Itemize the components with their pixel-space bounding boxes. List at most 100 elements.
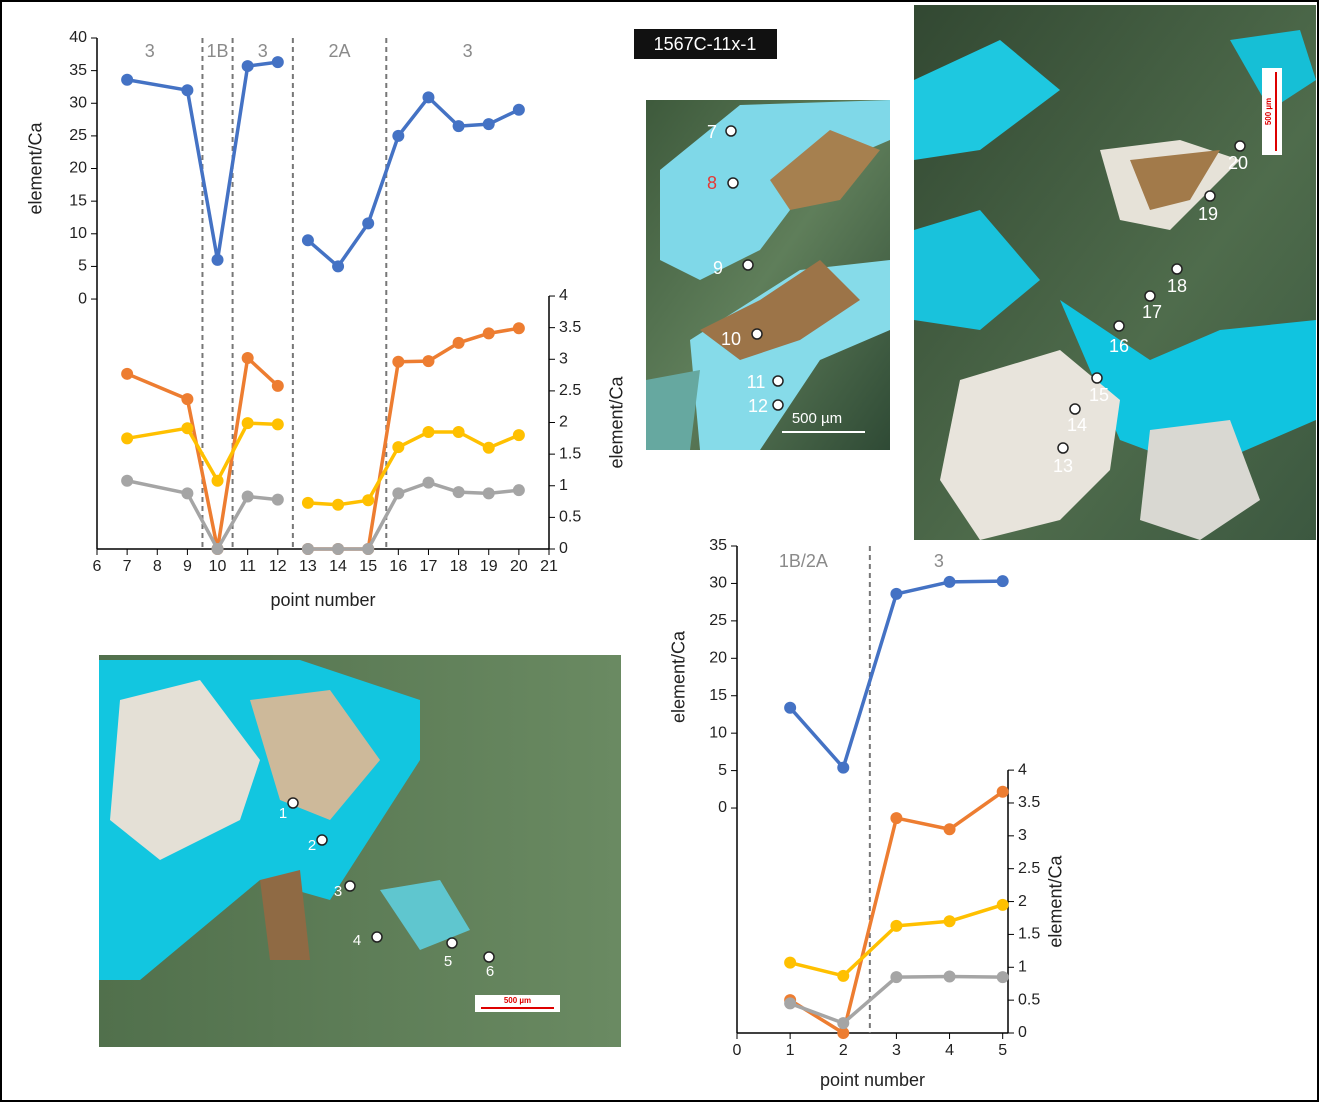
data-point [784,956,797,969]
data-point [121,367,134,380]
data-point [392,441,405,454]
data-point [422,426,435,439]
point-label: 2 [308,837,316,854]
data-point [241,417,254,430]
zone-label: 3 [145,41,155,61]
data-point [241,60,254,73]
series-line [789,903,1004,978]
data-point [422,476,435,489]
series-line [789,974,1003,1025]
y-tick-label: 10 [69,225,87,242]
y-tick-label: 25 [709,612,727,629]
x-tick-label: 8 [153,558,162,575]
y2-tick-label: 2 [1018,893,1027,910]
y2-tick-label: 2.5 [559,382,581,399]
data-point [362,217,375,230]
micrograph-a [646,100,890,450]
sample-point [725,125,737,137]
data-point [996,971,1009,984]
point-label: 16 [1109,336,1129,356]
y2-tick-label: 2 [559,414,568,431]
point-label: 9 [713,258,723,278]
zone-label: 2A [329,41,351,61]
data-point [181,422,194,435]
point-label: 17 [1142,302,1162,322]
data-point [996,575,1009,588]
point-label: 13 [1053,456,1073,476]
sample-point [1144,290,1156,302]
point-label: 15 [1089,385,1109,405]
y2-tick-label: 1 [1018,958,1027,975]
data-point [943,970,956,983]
point-label: 18 [1167,276,1187,296]
data-point [784,997,797,1010]
point-label: 5 [444,953,452,970]
y2-tick-label: 0.5 [559,509,581,526]
y-tick-label: 20 [709,650,727,667]
y-tick-label: 35 [69,62,87,79]
data-point [837,761,850,774]
data-point [890,812,903,825]
data-point [271,379,284,392]
x-tick-label: 11 [239,558,256,575]
x-tick-label: 14 [329,558,347,575]
point-label: 6 [486,963,494,980]
point-label: 19 [1198,204,1218,224]
y-tick-label: 15 [709,687,727,704]
zone-label: 1B/2A [779,551,828,571]
point-label: 8 [707,173,717,193]
y2-tick-label: 3.5 [1018,794,1040,811]
x-tick-label: 12 [269,558,287,575]
data-point [452,336,465,349]
data-point [996,785,1009,798]
sample-point [742,259,754,271]
y-tick-label: 30 [709,575,727,592]
y-tick-label: 5 [718,762,727,779]
data-point [837,1017,850,1030]
sample-point [772,399,784,411]
point-label: 3 [334,883,342,900]
data-point [512,429,525,442]
sample-point [371,931,383,943]
data-point [362,543,375,555]
scale-bar-label: 500 µm [504,996,531,1005]
data-point [482,118,495,131]
data-point [392,355,405,368]
x-tick-label: 16 [389,558,407,575]
data-point [271,418,284,431]
x-tick-label: 17 [420,558,438,575]
sample-point [751,328,763,340]
y2-axis-label: element/Ca [607,376,627,469]
data-point [943,823,956,836]
x-tick-label: 15 [359,558,377,575]
data-point [512,484,525,497]
y-tick-label: 15 [69,192,87,209]
sample-label: 1567C-11x-1 [654,34,757,54]
y-tick-label: 35 [709,537,727,554]
y-tick-label: 10 [709,724,727,741]
sample-point [483,951,495,963]
y-tick-label: 0 [718,799,727,816]
y2-tick-label: 0 [1018,1024,1027,1041]
series-line [126,326,520,551]
data-point [211,543,224,555]
data-point [943,575,956,588]
sample-point [772,375,784,387]
data-point [890,971,903,984]
data-point [301,543,314,555]
data-point [301,234,314,247]
x-tick-label: 9 [183,558,192,575]
y-tick-label: 20 [69,160,87,177]
sample-point [287,797,299,809]
data-point [271,493,284,506]
data-point [422,355,435,368]
data-point [996,898,1009,911]
y2-tick-label: 3 [1018,827,1027,844]
point-label: 4 [353,932,361,949]
data-point [181,487,194,500]
data-point [121,73,134,86]
data-point [943,915,956,928]
sample-point [1171,263,1183,275]
data-point [422,91,435,104]
